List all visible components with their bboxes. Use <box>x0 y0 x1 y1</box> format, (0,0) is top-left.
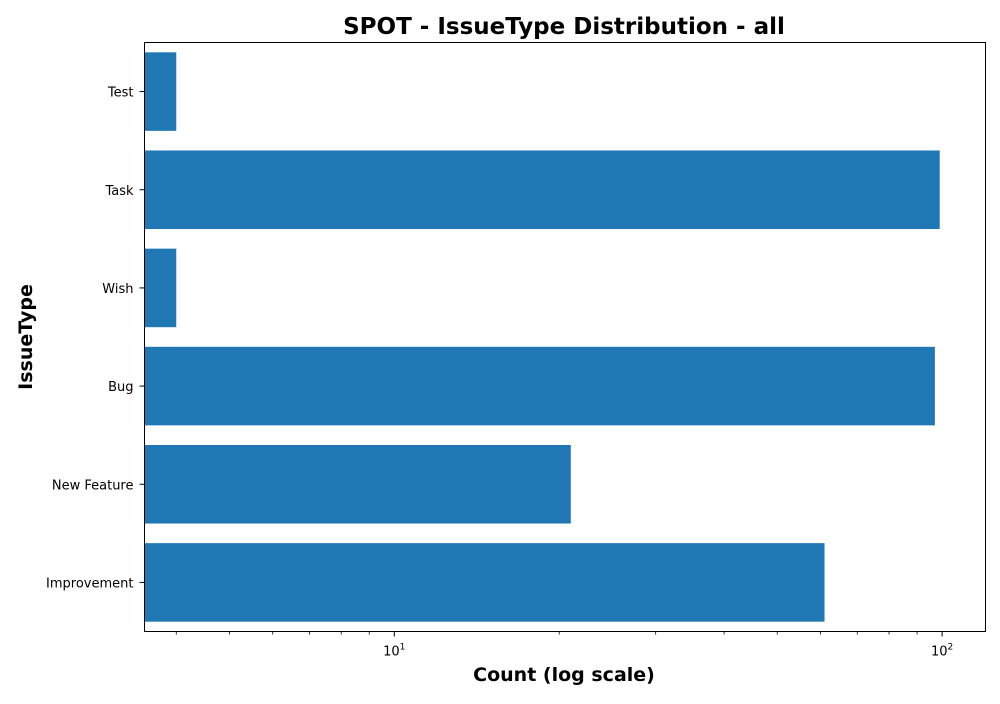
y-tick-label: Task <box>104 184 134 199</box>
bar-new-feature <box>144 444 571 524</box>
plot-frame <box>144 42 986 632</box>
y-tick-label: Wish <box>102 282 133 297</box>
y-tick-label: Bug <box>108 380 133 395</box>
bar-bug <box>144 346 935 426</box>
x-tick-label: 102 <box>931 643 953 660</box>
bars-layer <box>144 52 940 622</box>
bar-test <box>144 52 177 131</box>
x-ticks: 101 102 <box>175 631 953 660</box>
bar-wish <box>144 248 177 328</box>
x-tick-label: 101 <box>383 643 405 660</box>
y-tick-label: New Feature <box>52 478 134 493</box>
y-axis-label: IssueType <box>15 284 37 390</box>
bar-task <box>144 150 940 230</box>
x-axis-label: Count (log scale) <box>473 664 655 686</box>
y-ticks: Improvement New Feature Bug Wish Task Test <box>46 86 145 591</box>
y-tick-label: Test <box>107 86 134 101</box>
y-tick-label: Improvement <box>46 576 133 591</box>
chart-title: SPOT - IssueType Distribution - all <box>343 14 785 40</box>
bar-improvement <box>144 543 825 622</box>
